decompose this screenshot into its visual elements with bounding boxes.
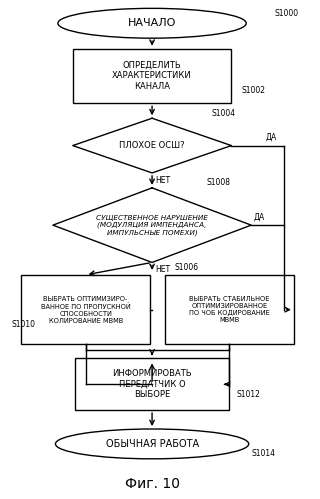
Text: ДА: ДА [253, 212, 264, 221]
Text: S1008: S1008 [207, 178, 231, 187]
Text: ПЛОХОЕ ОСШ?: ПЛОХОЕ ОСШ? [119, 141, 185, 150]
Bar [75, 358, 229, 410]
Text: ИНФОРМИРОВАТЬ
ПЕРЕДАТЧИК О
ВЫБОРЕ: ИНФОРМИРОВАТЬ ПЕРЕДАТЧИК О ВЫБОРЕ [112, 369, 192, 399]
Text: СУЩЕСТВЕННОЕ НАРУШЕНИЕ
(МОДУЛЯЦИЯ ИМПЕНДАНСА,
ИМПУЛЬСНЫЕ ПОМЕХИ): СУЩЕСТВЕННОЕ НАРУШЕНИЕ (МОДУЛЯЦИЯ ИМПЕНД… [96, 215, 208, 236]
Text: S1004: S1004 [212, 109, 236, 118]
Text: S1014: S1014 [251, 450, 275, 459]
Text: НЕТ: НЕТ [155, 176, 170, 185]
Bar [165, 275, 294, 344]
Text: S1006: S1006 [175, 263, 199, 272]
Bar [21, 275, 150, 344]
Text: S1002: S1002 [241, 86, 265, 95]
Text: S1010: S1010 [11, 320, 35, 329]
Text: ВЫБРАТЬ СТАБИЛЬНОЕ
ОПТИМИЗИРОВАННОЕ
ПО ЧОБ КОДИРОВАНИЕ
МВМВ: ВЫБРАТЬ СТАБИЛЬНОЕ ОПТИМИЗИРОВАННОЕ ПО Ч… [189, 296, 270, 323]
Text: ОПРЕДЕЛИТЬ
ХАРАКТЕРИСТИКИ
КАНАЛА: ОПРЕДЕЛИТЬ ХАРАКТЕРИСТИКИ КАНАЛА [112, 61, 192, 91]
Text: S1012: S1012 [236, 390, 260, 399]
Text: НЕТ: НЕТ [155, 265, 170, 274]
Text: Фиг. 10: Фиг. 10 [124, 477, 180, 491]
Text: ОБЫЧНАЯ РАБОТА: ОБЫЧНАЯ РАБОТА [106, 439, 199, 449]
Text: ДА: ДА [266, 133, 277, 142]
Bar [73, 48, 231, 103]
Text: ВЫБРАТЬ ОПТИМИЗИРО-
ВАННОЕ ПО ПРОПУСКНОЙ
СПОСОБНОСТИ
КОЛИРОВАНИЕ МВМВ: ВЫБРАТЬ ОПТИМИЗИРО- ВАННОЕ ПО ПРОПУСКНОЙ… [41, 296, 131, 323]
Text: S1000: S1000 [274, 9, 298, 18]
Text: НАЧАЛО: НАЧАЛО [128, 18, 176, 28]
